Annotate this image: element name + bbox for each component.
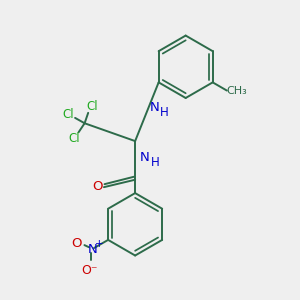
Text: O: O xyxy=(71,236,81,250)
Text: +: + xyxy=(95,238,103,249)
Text: CH₃: CH₃ xyxy=(226,85,247,96)
Text: H: H xyxy=(160,106,168,119)
Text: O⁻: O⁻ xyxy=(81,265,98,278)
Text: N: N xyxy=(150,101,160,114)
Text: Cl: Cl xyxy=(86,100,98,113)
Text: O: O xyxy=(93,180,103,193)
Text: Cl: Cl xyxy=(62,108,74,121)
Text: Cl: Cl xyxy=(68,132,80,145)
Text: N: N xyxy=(88,243,97,256)
Text: N: N xyxy=(140,151,150,164)
Text: H: H xyxy=(150,156,159,169)
